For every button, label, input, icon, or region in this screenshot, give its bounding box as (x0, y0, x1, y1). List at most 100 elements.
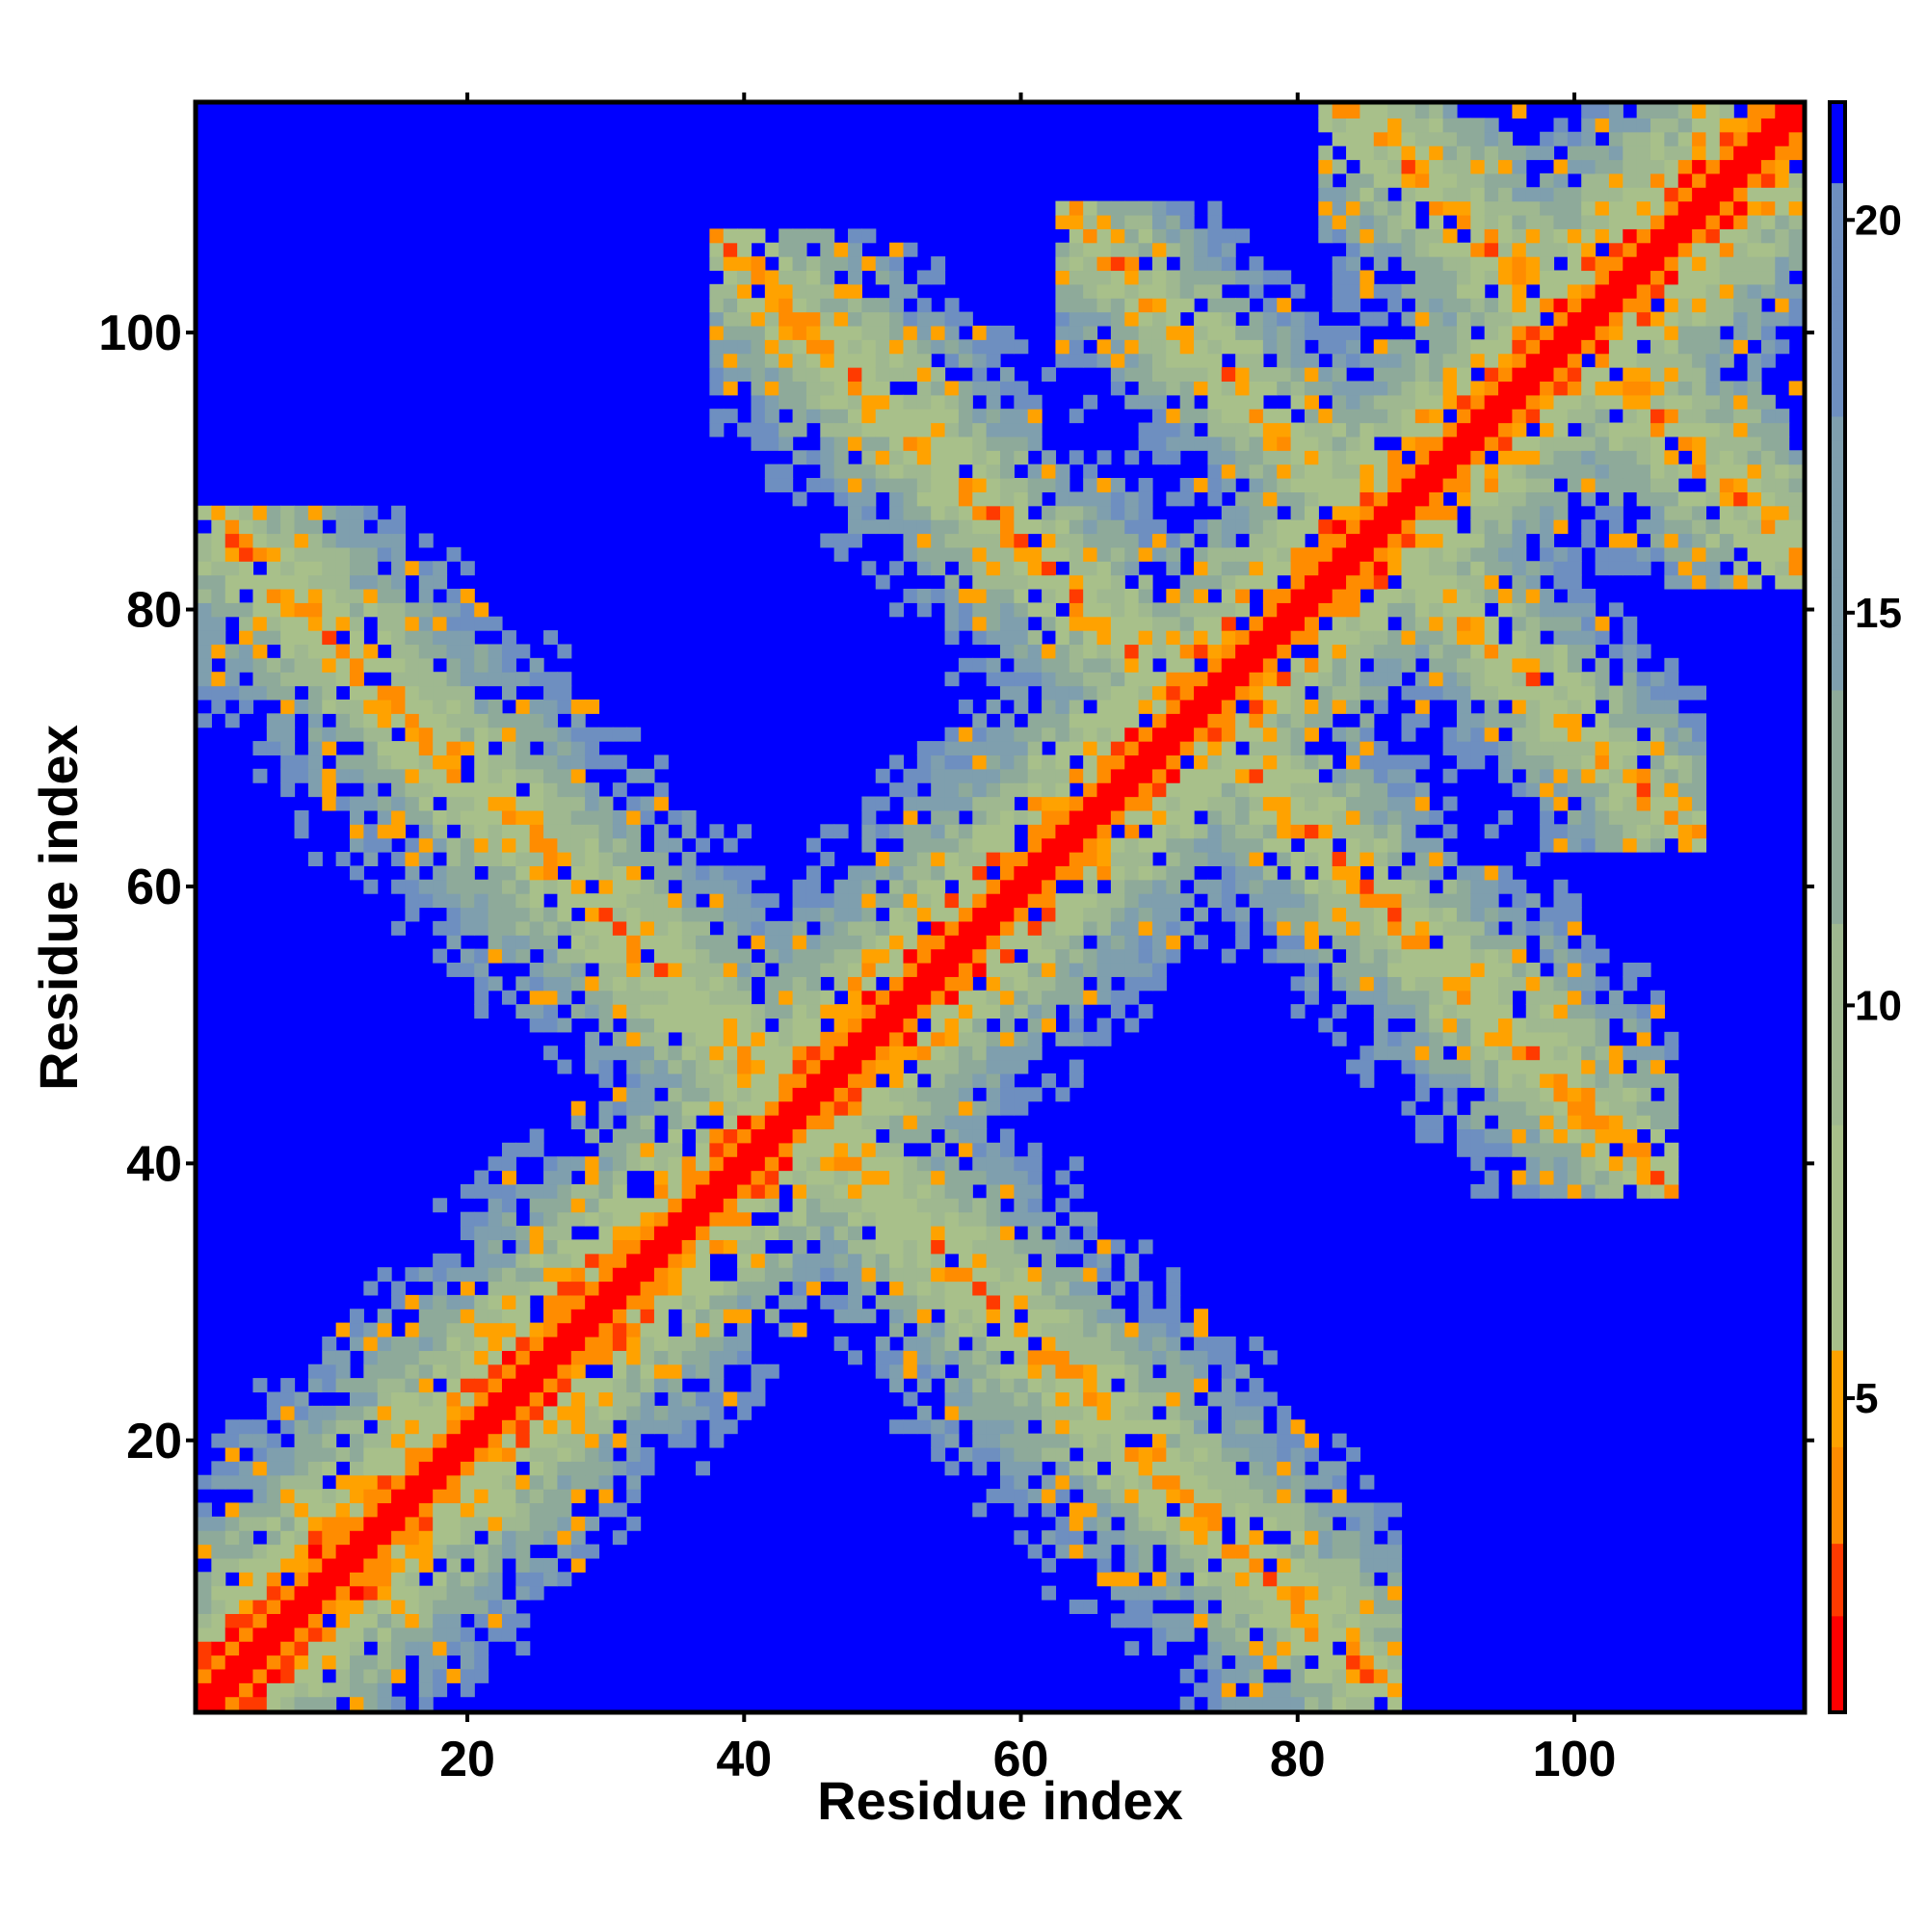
heatmap-cell (363, 1350, 379, 1365)
heatmap-cell (626, 976, 642, 992)
heatmap-cell (1235, 1405, 1251, 1420)
heatmap-cell (557, 1059, 572, 1074)
heatmap-cell (418, 1502, 434, 1518)
heatmap-cell (322, 1544, 337, 1559)
heatmap-cell (1359, 118, 1375, 133)
heatmap-cell (764, 1183, 779, 1199)
heatmap-cell (363, 657, 379, 673)
heatmap-cell (931, 976, 946, 992)
heatmap-cell (543, 699, 559, 714)
heatmap-cell (1083, 1031, 1098, 1046)
heatmap-cell (1235, 865, 1251, 881)
heatmap-cell (585, 1461, 600, 1476)
heatmap-cell (570, 865, 586, 881)
heatmap-cell (1373, 935, 1388, 950)
heatmap-cell (433, 1433, 448, 1448)
heatmap-cell (723, 920, 738, 936)
heatmap-cell (1262, 920, 1278, 936)
heatmap-cell (224, 588, 240, 603)
heatmap-cell (529, 852, 544, 866)
heatmap-cell (1027, 1281, 1043, 1296)
heatmap-cell (1373, 1613, 1388, 1628)
heatmap-cell (1401, 727, 1416, 742)
heatmap-cell (709, 1363, 725, 1379)
heatmap-cell (598, 1294, 614, 1310)
heatmap-cell (598, 1142, 614, 1157)
heatmap-cell (889, 602, 905, 618)
heatmap-cell (307, 713, 323, 728)
heatmap-cell (474, 1419, 489, 1435)
heatmap-cell (1359, 852, 1375, 866)
heatmap-cell (1166, 824, 1181, 839)
heatmap-cell (1014, 1045, 1029, 1061)
heatmap-cell (1249, 367, 1264, 383)
heatmap-cell (1373, 242, 1388, 257)
heatmap-cell (779, 920, 794, 936)
heatmap-cell (1290, 1627, 1306, 1642)
heatmap-cell (972, 367, 988, 383)
heatmap-cell (1332, 1613, 1347, 1628)
heatmap-cell (294, 1433, 309, 1448)
heatmap-cell (1373, 381, 1388, 396)
heatmap-cell (1359, 409, 1375, 424)
heatmap-cell (903, 796, 918, 811)
heatmap-cell (1042, 782, 1057, 798)
heatmap-cell (1194, 283, 1209, 299)
heatmap-cell (501, 1474, 516, 1490)
heatmap-cell (1027, 1309, 1043, 1324)
heatmap-cell (405, 657, 420, 673)
heatmap-cell (1346, 1059, 1361, 1074)
heatmap-cell (944, 588, 960, 603)
heatmap-cell (1221, 1336, 1236, 1351)
heatmap-cell (529, 1502, 544, 1518)
heatmap-cell (723, 242, 738, 257)
heatmap-cell (557, 796, 572, 811)
heatmap-cell (1096, 852, 1112, 866)
heatmap-cell (307, 768, 323, 783)
heatmap-cell (1346, 172, 1361, 188)
heatmap-cell (349, 1544, 364, 1559)
heatmap-cell (1179, 713, 1195, 728)
heatmap-cell (612, 1461, 627, 1476)
heatmap-cell (792, 907, 807, 922)
heatmap-cell (779, 422, 794, 437)
heatmap-cell (405, 754, 420, 770)
heatmap-cell (1179, 1489, 1195, 1504)
heatmap-cell (501, 1391, 516, 1407)
heatmap-cell (501, 685, 516, 701)
heatmap-cell (903, 1226, 918, 1240)
heatmap-cell (1055, 353, 1070, 368)
heatmap-cell (1332, 1530, 1347, 1546)
heatmap-cell (1290, 283, 1306, 299)
heatmap-cell (779, 298, 794, 313)
heatmap-cell (805, 907, 821, 922)
heatmap-cell (585, 1350, 600, 1365)
heatmap-cell (1124, 741, 1140, 756)
heatmap-cell (1179, 1668, 1195, 1683)
heatmap-cell (764, 409, 779, 424)
heatmap-cell (1083, 768, 1098, 783)
heatmap-cell (958, 1294, 973, 1310)
heatmap-cell (1110, 381, 1125, 396)
heatmap-cell (1304, 754, 1319, 770)
heatmap-cell (931, 491, 946, 507)
heatmap-cell (529, 1336, 544, 1351)
heatmap-cell (958, 505, 973, 520)
heatmap-cell (501, 741, 516, 756)
heatmap-cell (626, 1226, 642, 1240)
heatmap-cell (1055, 1405, 1070, 1420)
heatmap-cell (820, 1100, 835, 1116)
heatmap-cell (612, 824, 627, 839)
heatmap-cell (1194, 1322, 1209, 1337)
heatmap-cell (1179, 644, 1195, 659)
heatmap-cell (833, 1142, 849, 1157)
heatmap-cell (1249, 478, 1264, 492)
heatmap-cell (1138, 1489, 1153, 1504)
heatmap-cell (1401, 893, 1416, 909)
heatmap-cell (972, 948, 988, 964)
heatmap-cell (805, 409, 821, 424)
heatmap-cell (903, 588, 918, 603)
heatmap-cell (488, 1572, 503, 1587)
heatmap-cell (433, 809, 448, 825)
heatmap-cell (224, 1627, 240, 1642)
